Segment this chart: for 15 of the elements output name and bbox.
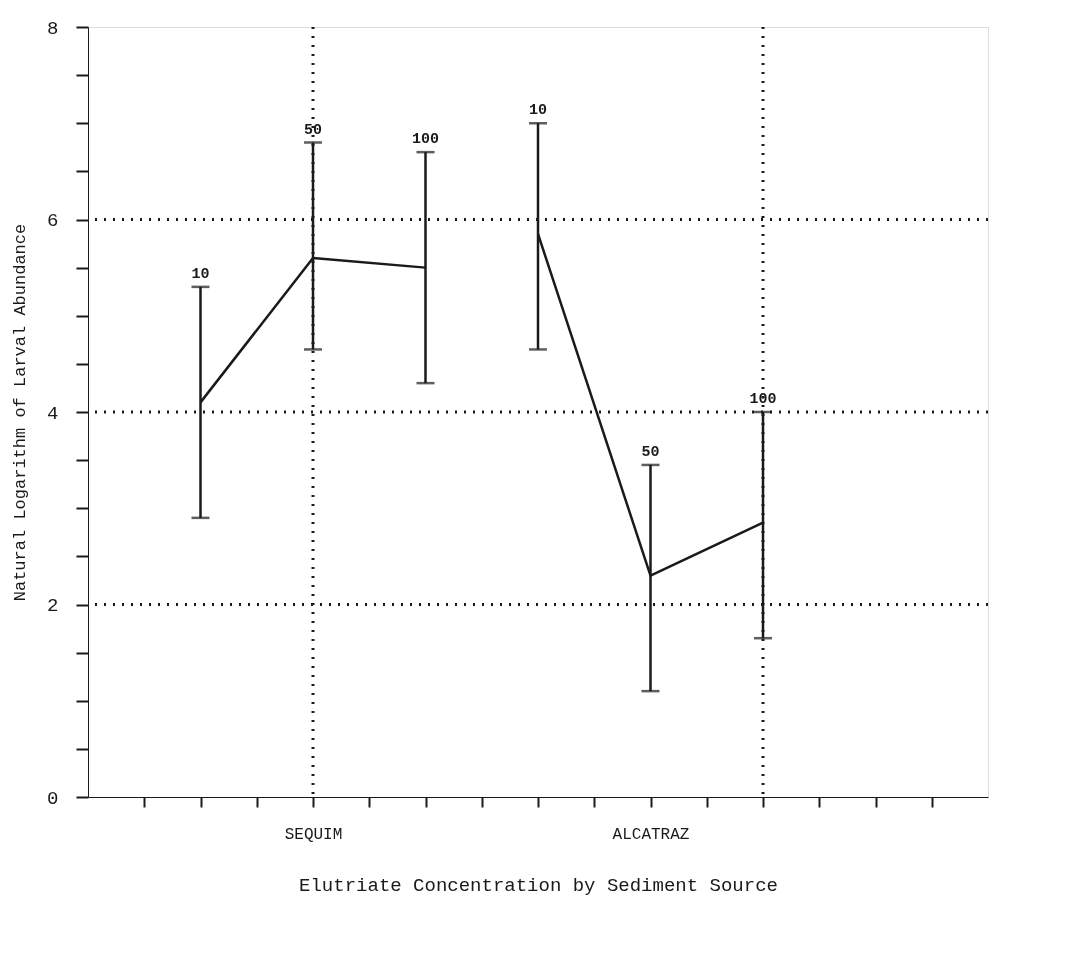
- y-tick-label: 2: [47, 595, 59, 617]
- annotation: 50: [303, 121, 323, 139]
- annotation: 100: [411, 131, 440, 149]
- annotation: 10: [528, 102, 548, 120]
- annotation: 10: [191, 265, 210, 283]
- x-axis-title: Elutriate Concentration by Sediment Source: [299, 874, 778, 897]
- y-axis-title: Natural Logarithm of Larval Abundance: [11, 223, 31, 602]
- y-tick-label: 0: [47, 787, 59, 810]
- y-tick-label: 4: [47, 402, 59, 425]
- annotation: 100: [749, 391, 777, 408]
- y-tick-label: 6: [47, 210, 59, 232]
- x-tick-label: SEQUIM: [284, 825, 343, 844]
- y-tick-label: 8: [47, 17, 59, 40]
- annotation: 50: [641, 443, 660, 461]
- x-tick-label: ALCATRAZ: [612, 825, 690, 844]
